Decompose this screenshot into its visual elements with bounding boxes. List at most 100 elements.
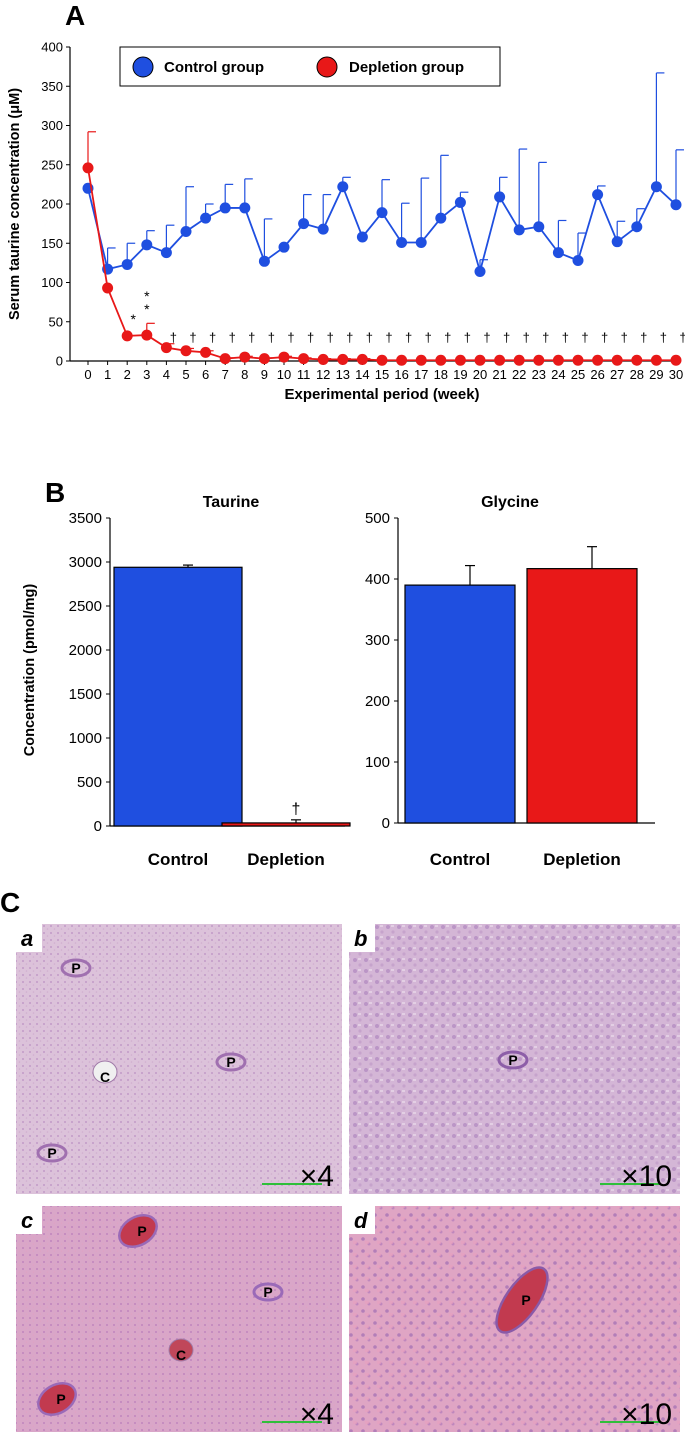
data-point	[376, 354, 388, 366]
data-point	[121, 330, 133, 342]
data-point	[141, 329, 153, 341]
data-point	[317, 353, 329, 365]
micrograph-label-bg	[349, 924, 375, 952]
y-tick-label-a: 350	[41, 79, 63, 94]
legend-label-control: Control group	[164, 59, 264, 76]
data-point	[592, 354, 604, 366]
data-point	[474, 354, 486, 366]
x-tick-label-a: 28	[630, 367, 644, 382]
data-point	[102, 282, 114, 294]
y-tick-label-taurine: 0	[94, 818, 102, 835]
vein-shape	[92, 1060, 118, 1084]
significance-mark: †	[170, 330, 177, 345]
micrograph-d: d P ×10	[349, 1206, 680, 1432]
data-point	[631, 354, 643, 366]
bar-taurine-depletion	[221, 822, 351, 827]
data-point	[278, 351, 290, 363]
data-point	[552, 354, 564, 366]
category-label-glycine: Control	[430, 850, 490, 869]
x-tick-label-a: 10	[277, 367, 291, 382]
region-label: P	[508, 1052, 517, 1068]
data-point	[552, 247, 564, 259]
data-point	[494, 191, 506, 203]
data-point	[631, 221, 643, 233]
micrograph-label: b	[354, 926, 367, 951]
data-point	[258, 255, 270, 267]
data-point	[670, 199, 682, 211]
data-point	[415, 354, 427, 366]
significance-mark: †	[268, 330, 275, 345]
data-point	[533, 354, 545, 366]
data-point	[611, 354, 623, 366]
data-point	[239, 351, 251, 363]
y-tick-label-a: 150	[41, 236, 63, 251]
legend-box-a	[119, 46, 501, 87]
micrograph-label-bg	[349, 1206, 375, 1234]
significance-mark: †	[464, 330, 471, 345]
data-point	[82, 162, 94, 174]
y-tick-label-glycine: 500	[365, 510, 390, 527]
data-point	[513, 224, 525, 236]
y-tick-label-taurine: 2000	[69, 642, 102, 659]
x-tick-label-a: 16	[394, 367, 408, 382]
x-tick-label-a: 17	[414, 367, 428, 382]
region-label: P	[521, 1292, 530, 1308]
y-tick-label-a: 400	[41, 40, 63, 55]
region-label: P	[56, 1391, 65, 1407]
significance-mark: †	[385, 330, 392, 345]
region-label: P	[226, 1054, 235, 1070]
y-tick-label-a: 0	[56, 354, 63, 369]
x-tick-label-a: 12	[316, 367, 330, 382]
portal-area-shape	[215, 1052, 247, 1072]
y-tick-label-a: 300	[41, 118, 63, 133]
magnification-label: ×4	[300, 1398, 334, 1431]
y-tick-label-taurine: 3500	[69, 510, 102, 527]
data-point	[376, 207, 388, 219]
significance-mark: †	[209, 330, 216, 345]
x-tick-label-a: 0	[84, 367, 91, 382]
x-tick-label-a: 2	[124, 367, 131, 382]
region-label: C	[100, 1069, 110, 1085]
significance-mark: †	[562, 330, 569, 345]
portal-area-shape	[60, 958, 92, 978]
significance-mark: †	[621, 330, 628, 345]
data-point	[121, 258, 133, 270]
micrograph-a: a P C P P ×4	[16, 924, 342, 1194]
data-point	[611, 236, 623, 248]
significance-mark: †	[346, 330, 353, 345]
x-tick-label-a: 26	[590, 367, 604, 382]
significance-mark: †	[425, 330, 432, 345]
data-point	[180, 225, 192, 237]
micrograph-label: d	[354, 1208, 368, 1233]
region-label: P	[47, 1145, 56, 1161]
bar-chart-glycine: Glycine 0 100 200 300 400 500 Control Depletio…	[365, 494, 655, 869]
x-tick-label-a: 1	[104, 367, 111, 382]
x-tick-label-a: 23	[532, 367, 546, 382]
vessel-shape	[118, 1214, 158, 1248]
data-point	[415, 236, 427, 248]
x-tick-label-a: 13	[336, 367, 350, 382]
data-point	[435, 354, 447, 366]
data-point	[239, 202, 251, 214]
portal-area-shape	[252, 1282, 284, 1302]
magnification-label: ×4	[300, 1160, 334, 1193]
bar-taurine-control	[113, 566, 243, 827]
data-point	[454, 196, 466, 208]
y-tick-label-glycine: 200	[365, 693, 390, 710]
micrograph-label: a	[21, 926, 33, 951]
data-point	[396, 354, 408, 366]
data-point	[572, 354, 584, 366]
data-point	[200, 212, 212, 224]
x-tick-label-a: 29	[649, 367, 663, 382]
chart-title-taurine: Taurine	[203, 494, 260, 511]
x-tick-label-a: 14	[355, 367, 369, 382]
panel-letter-c: C	[0, 887, 20, 918]
bar-glycine-control	[404, 584, 516, 824]
vein-shape	[168, 1338, 194, 1362]
data-point	[337, 353, 349, 365]
x-tick-label-a: 9	[261, 367, 268, 382]
significance-mark: †	[679, 330, 685, 345]
legend-marker-depletion	[316, 56, 338, 78]
y-tick-label-glycine: 0	[382, 815, 390, 832]
